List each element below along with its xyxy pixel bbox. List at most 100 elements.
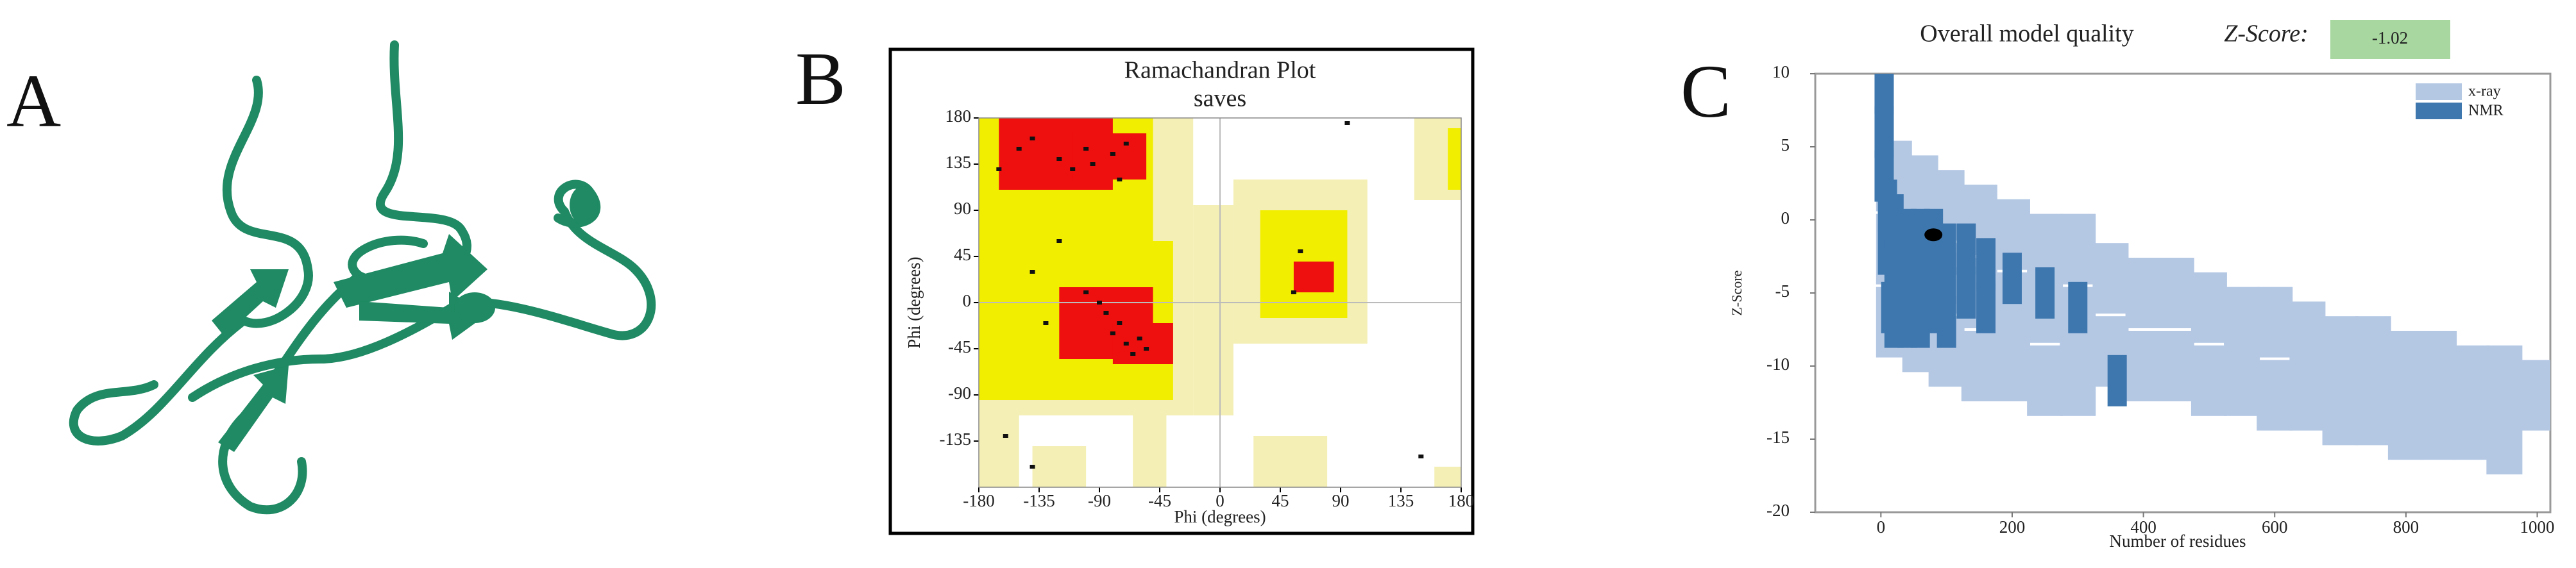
x-tick-label: 0 — [1216, 491, 1224, 510]
residue-point — [1090, 162, 1096, 166]
residue-point — [1043, 321, 1049, 325]
structure-cloud — [1874, 74, 1894, 114]
chart-subtitle: saves — [1194, 85, 1246, 112]
y-tick-label: 90 — [954, 199, 971, 218]
structure-cloud — [1936, 253, 1956, 305]
region — [1253, 436, 1328, 487]
residue-point — [1097, 301, 1102, 305]
structure-cloud — [2027, 345, 2063, 416]
residue-point — [1130, 352, 1136, 356]
residue-point — [1137, 337, 1142, 340]
residue-point — [1070, 167, 1076, 171]
structure-cloud — [1994, 331, 2030, 401]
beta-strands — [212, 186, 598, 452]
residue-point — [1123, 342, 1129, 346]
residue-point — [1110, 331, 1115, 335]
residue-point — [1144, 347, 1149, 351]
y-tick-label: -90 — [948, 383, 971, 403]
x-tick-label: 200 — [1999, 517, 2026, 537]
structure-cloud — [2068, 281, 2088, 333]
structure-cloud — [1976, 281, 1996, 333]
structure-cloud — [2190, 345, 2227, 416]
residue-point — [1418, 455, 1424, 458]
structure-cloud — [1956, 223, 1976, 275]
structure-cloud — [2125, 331, 2162, 401]
structure-cloud — [2092, 243, 2129, 314]
residue-point — [1103, 311, 1109, 315]
region — [1072, 133, 1147, 180]
y-tick-label: -45 — [948, 337, 971, 356]
structure-cloud — [2421, 389, 2457, 460]
y-tick-label: -15 — [1767, 428, 1790, 447]
residue-point — [1123, 142, 1129, 146]
residue-point — [1030, 270, 1035, 274]
y-tick-label: 135 — [945, 153, 972, 172]
residue-point — [1056, 157, 1062, 161]
x-tick-label: 180 — [1448, 491, 1475, 510]
y-tick-label: 10 — [1772, 62, 1790, 81]
residue-point — [1083, 147, 1089, 151]
y-tick-label: 5 — [1781, 135, 1790, 155]
x-tick-label: -45 — [1148, 491, 1171, 510]
legend-label: x-ray — [2468, 83, 2501, 100]
region — [1193, 205, 1233, 415]
legend-swatch — [2416, 103, 2462, 119]
region — [1032, 446, 1087, 487]
quality-plot: 0 200 400 600 800 1000 -20 -15 -10 -5 0 5 10 x-ray NMR — [1767, 62, 2555, 537]
structure-cloud — [2387, 389, 2424, 460]
x-tick-label: 1000 — [2520, 517, 2555, 537]
plot-border — [978, 117, 1462, 488]
region — [1293, 262, 1334, 292]
score-value: -1.02 — [2372, 28, 2408, 47]
structure-cloud — [2060, 345, 2096, 416]
residue-point — [1083, 290, 1089, 294]
x-tick-label: 135 — [1388, 491, 1414, 510]
x-tick-label: 400 — [2130, 517, 2157, 537]
structure-cloud — [2060, 213, 2096, 285]
ramachandran-plot: -180 -135 -90 -45 0 45 90 135 180 180 135 90 45 0 -45 -… — [940, 106, 1475, 510]
structure-cloud — [2289, 360, 2326, 431]
region — [1434, 467, 1461, 487]
structure-cloud — [1936, 296, 1956, 348]
structure-cloud — [2224, 345, 2260, 416]
structure-cloud — [2322, 374, 2359, 446]
structure-cloud — [2190, 272, 2227, 343]
structure-cloud — [1956, 267, 1976, 319]
y-tick-label: 45 — [954, 245, 971, 264]
structure-cloud — [2125, 258, 2162, 328]
panel-label: A — [6, 59, 61, 143]
residue-point — [1030, 137, 1035, 140]
y-tick-label: 0 — [1781, 208, 1790, 228]
residue-point — [1298, 249, 1303, 253]
y-tick-label: -135 — [940, 430, 972, 449]
legend-swatch — [2416, 83, 2462, 100]
region — [1133, 405, 1167, 487]
structure-cloud — [2002, 253, 2022, 305]
residue-point — [1344, 121, 1350, 125]
structure-cloud — [2486, 404, 2523, 474]
x-tick-label: 0 — [1877, 517, 1886, 537]
x-tick-label: -90 — [1088, 491, 1111, 510]
y-tick-label: 0 — [963, 291, 972, 310]
y-axis-label: Phi (degrees) — [904, 256, 924, 348]
x-tick-label: 600 — [2262, 517, 2288, 537]
residue-point — [1016, 147, 1022, 151]
region — [1112, 323, 1173, 364]
score-box — [2330, 20, 2450, 59]
cloud-layer — [1874, 74, 2550, 474]
chart-title: Ramachandran Plot — [1124, 57, 1316, 84]
x-tick-label: 90 — [1332, 491, 1350, 510]
structure-cloud — [2158, 258, 2194, 328]
panel-label: C — [1681, 49, 1731, 133]
structure-cloud — [2519, 360, 2550, 431]
residue-point — [1030, 465, 1035, 469]
structure-cloud — [2257, 287, 2293, 358]
panel-label: B — [795, 37, 846, 121]
chart-title: Overall model quality — [1920, 21, 2133, 47]
structure-cloud — [2158, 331, 2194, 401]
structure-cloud — [1961, 331, 1997, 401]
structure-cloud — [2453, 389, 2490, 460]
y-axis-label: Z-Score — [1729, 271, 1745, 316]
y-tick-label: -10 — [1767, 355, 1790, 374]
